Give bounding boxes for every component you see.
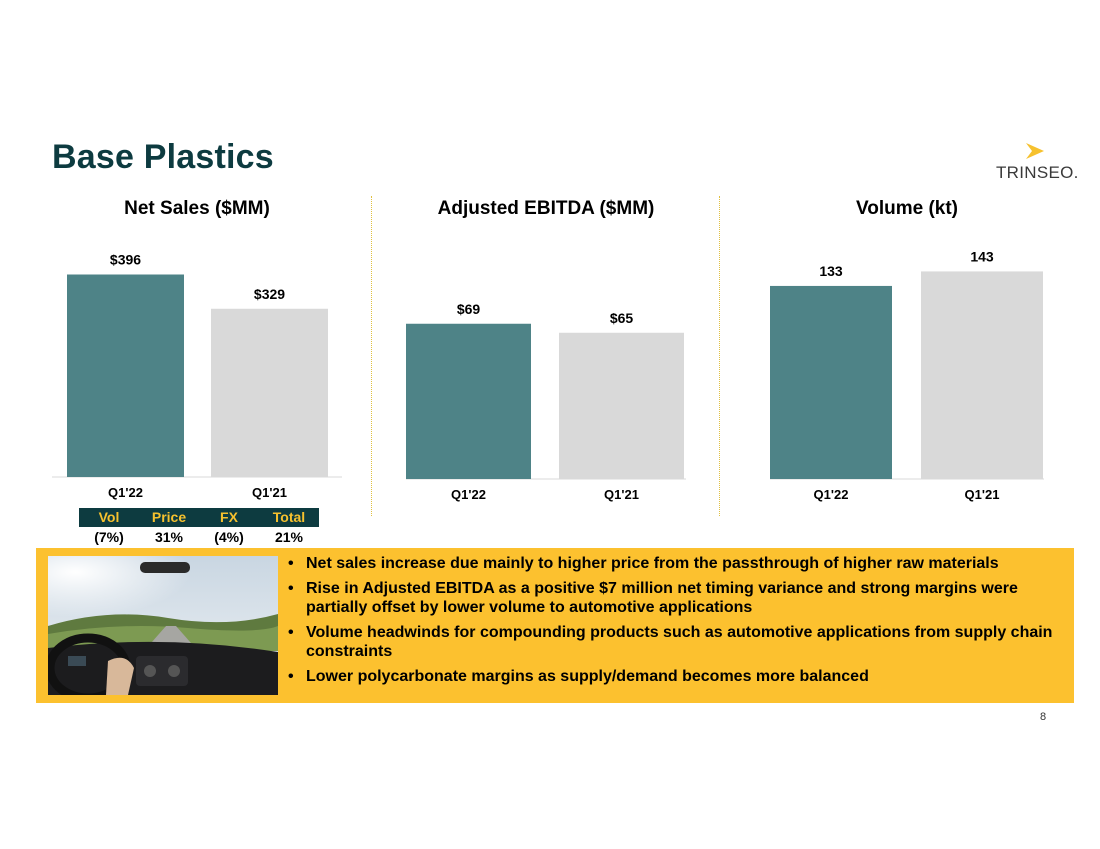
- category-label: Q1'22: [814, 487, 849, 502]
- chart-title: Volume (kt): [855, 198, 959, 219]
- category-label: Q1'21: [604, 487, 639, 502]
- chart-divider: [719, 196, 720, 516]
- data-label: $329: [254, 286, 285, 302]
- page-number: 8: [1040, 711, 1047, 723]
- page-title: Base Plastics: [52, 138, 274, 176]
- list-item: Rise in Adjusted EBITDA as a positive $7…: [286, 579, 1070, 617]
- chart-divider: [371, 196, 372, 516]
- bridge-header-fx: FX: [220, 509, 238, 525]
- category-label: Q1'21: [252, 485, 287, 500]
- trinseo-logo: TRINSEO.: [996, 143, 1078, 185]
- net-sales-chart: Net Sales ($MM) $396 Q1'22 $329 Q1'21: [38, 196, 356, 516]
- bar-q1-21: [921, 271, 1043, 479]
- volume-plot: 133 Q1'22 143 Q1'21: [770, 248, 1044, 502]
- bar-q1-22: [770, 285, 892, 479]
- chart-title: Adjusted EBITDA ($MM): [437, 198, 655, 219]
- list-item: Lower polycarbonate margins as supply/de…: [286, 667, 1070, 686]
- category-label: Q1'22: [451, 487, 486, 502]
- data-label: 133: [819, 263, 843, 279]
- bar-q1-22: [406, 323, 531, 479]
- data-label: 143: [970, 248, 994, 264]
- car-interior-photo: [48, 556, 278, 695]
- net-sales-plot: $396 Q1'22 $329 Q1'21: [52, 252, 342, 500]
- list-item: Net sales increase due mainly to higher …: [286, 554, 1070, 573]
- bridge-value-total: 21%: [274, 529, 304, 545]
- chevron-arrow-icon: [1026, 143, 1044, 159]
- bar-q1-22: [67, 274, 184, 477]
- logo-text: TRINSEO.: [996, 163, 1079, 182]
- adjusted-ebitda-chart: Adjusted EBITDA ($MM) $69 Q1'22 $65 Q1'21: [392, 196, 700, 516]
- bridge-value-fx: (4%): [214, 529, 244, 545]
- chart-title: Net Sales ($MM): [124, 198, 270, 219]
- bridge-header-price: Price: [151, 509, 187, 525]
- bar-q1-21: [559, 332, 684, 479]
- car-interior-illustration: [48, 556, 278, 695]
- list-item: Volume headwinds for compounding product…: [286, 623, 1070, 661]
- bridge-header-vol: Vol: [98, 509, 120, 525]
- category-label: Q1'21: [965, 487, 1000, 502]
- price-volume-bridge-header: Vol Price FX Total: [79, 508, 319, 527]
- price-volume-bridge-values: (7%) 31% (4%) 21%: [79, 528, 319, 546]
- data-label: $396: [110, 252, 141, 268]
- category-label: Q1'22: [108, 485, 143, 500]
- highlights-list: Net sales increase due mainly to higher …: [286, 554, 1070, 692]
- bridge-value-vol: (7%): [94, 529, 124, 545]
- bridge-header-total: Total: [272, 509, 306, 525]
- adjusted-ebitda-plot: $69 Q1'22 $65 Q1'21: [406, 301, 686, 502]
- bar-q1-21: [211, 308, 328, 477]
- data-label: $69: [457, 301, 481, 317]
- highlights-panel: Net sales increase due mainly to higher …: [36, 548, 1074, 703]
- volume-chart: Volume (kt) 133 Q1'22 143 Q1'21: [756, 196, 1058, 516]
- bridge-value-price: 31%: [154, 529, 184, 545]
- data-label: $65: [610, 310, 634, 326]
